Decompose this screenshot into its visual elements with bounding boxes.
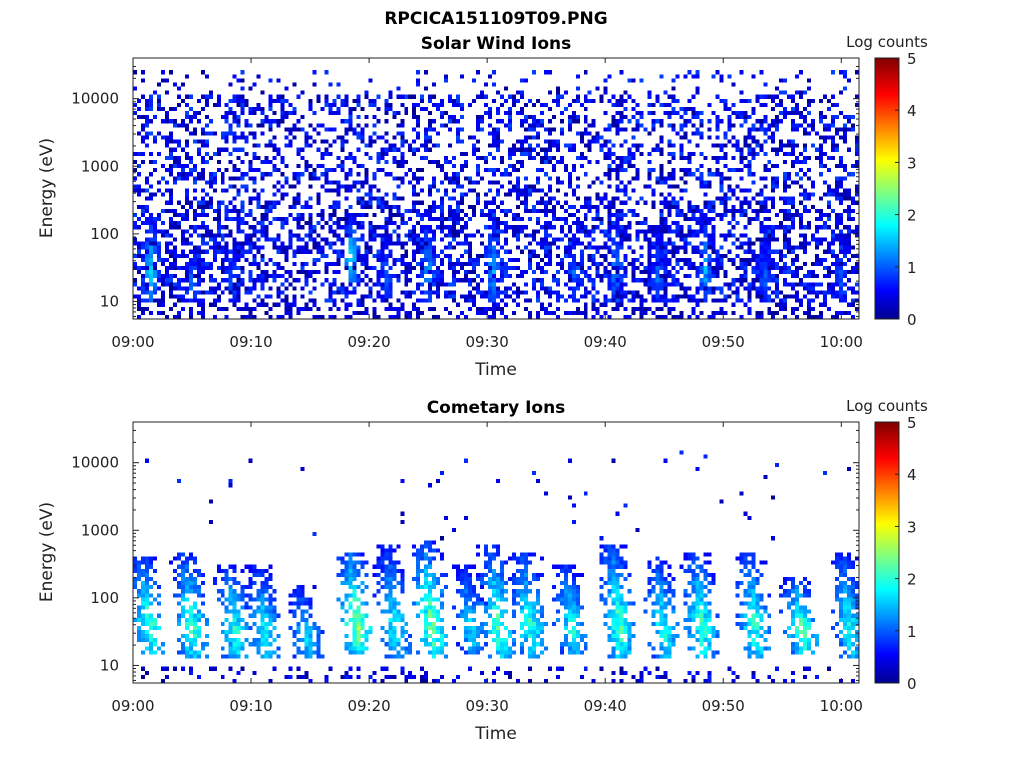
colorbar-tick-label: 1 bbox=[907, 259, 917, 277]
heatmap-image bbox=[133, 58, 859, 319]
colorbar-gradient bbox=[874, 57, 900, 320]
colorbar-tick-label: 0 bbox=[907, 675, 917, 693]
x-tick-label: 09:50 bbox=[702, 697, 745, 715]
colorbar-tick-label: 5 bbox=[907, 50, 917, 68]
y-tick-label: 100 bbox=[90, 225, 119, 243]
colorbar-tick-label: 3 bbox=[907, 154, 917, 172]
colorbar-tick-label: 3 bbox=[907, 518, 917, 536]
colorbar-label: Log counts bbox=[846, 33, 928, 51]
heatmap-cells bbox=[133, 58, 859, 319]
panel-title: Cometary Ions bbox=[427, 398, 566, 418]
y-tick-label: 10 bbox=[100, 656, 119, 674]
colorbar: 0 1 2 3 4 5 Log counts bbox=[846, 397, 928, 693]
y-tick-label: 10000 bbox=[71, 90, 119, 108]
y-axis-label: Energy (eV) bbox=[37, 138, 57, 238]
colorbar: 0 1 2 3 4 5 Log counts bbox=[846, 33, 928, 329]
colorbar-ticks: 0 1 2 3 4 5 bbox=[895, 414, 917, 693]
y-axis: 10 100 1000 10000 bbox=[71, 57, 859, 317]
panel-title: Solar Wind Ions bbox=[421, 34, 572, 54]
y-tick-label: 100 bbox=[90, 589, 119, 607]
x-tick-label: 09:30 bbox=[466, 697, 509, 715]
heatmap-image bbox=[133, 422, 859, 683]
x-tick-label: 09:10 bbox=[229, 697, 272, 715]
colorbar-tick-label: 4 bbox=[907, 466, 917, 484]
x-tick-label: 09:20 bbox=[347, 697, 390, 715]
x-tick-label: 09:20 bbox=[347, 333, 390, 351]
colorbar-tick-label: 4 bbox=[907, 102, 917, 120]
x-tick-label: 09:10 bbox=[229, 333, 272, 351]
x-tick-label: 09:50 bbox=[702, 333, 745, 351]
plot-frame bbox=[132, 421, 860, 684]
y-tick-label: 1000 bbox=[81, 157, 119, 175]
colorbar-tick-label: 2 bbox=[907, 207, 917, 225]
x-tick-label: 10:00 bbox=[820, 697, 863, 715]
colorbar-ticks: 0 1 2 3 4 5 bbox=[895, 50, 917, 329]
colorbar-tick-label: 2 bbox=[907, 571, 917, 589]
colorbar-gradient bbox=[874, 421, 900, 684]
x-axis: 09:00 09:10 09:20 09:30 09:40 09:50 10:00 bbox=[111, 58, 863, 351]
colorbar-label: Log counts bbox=[846, 397, 928, 415]
x-tick-label: 09:30 bbox=[466, 333, 509, 351]
figure-title: RPCICA151109T09.PNG bbox=[384, 9, 607, 29]
colorbar-tick-label: 1 bbox=[907, 623, 917, 641]
y-tick-label: 10 bbox=[100, 292, 119, 310]
x-axis-label: Time bbox=[474, 724, 517, 744]
panel-solar-wind-ions: Solar Wind Ions 09:00 09:10 09:20 09:30 09:4… bbox=[37, 33, 928, 380]
colorbar-tick-label: 0 bbox=[907, 311, 917, 329]
heatmap-cells bbox=[133, 422, 859, 683]
x-tick-label: 09:40 bbox=[584, 697, 627, 715]
colorbar-tick-label: 5 bbox=[907, 414, 917, 432]
y-tick-label: 1000 bbox=[81, 521, 119, 539]
x-tick-label: 09:00 bbox=[111, 697, 154, 715]
y-axis-label: Energy (eV) bbox=[37, 502, 57, 602]
y-axis: 10 100 1000 10000 bbox=[71, 421, 859, 681]
x-axis: 09:00 09:10 09:20 09:30 09:40 09:50 10:00 bbox=[111, 422, 863, 715]
plot-frame bbox=[132, 57, 860, 320]
x-tick-label: 09:00 bbox=[111, 333, 154, 351]
y-tick-label: 10000 bbox=[71, 454, 119, 472]
x-tick-label: 09:40 bbox=[584, 333, 627, 351]
x-tick-label: 10:00 bbox=[820, 333, 863, 351]
panel-cometary-ions: Cometary Ions 09:00 09:10 09:20 09:30 09:40 0… bbox=[37, 397, 928, 744]
x-axis-label: Time bbox=[474, 360, 517, 380]
